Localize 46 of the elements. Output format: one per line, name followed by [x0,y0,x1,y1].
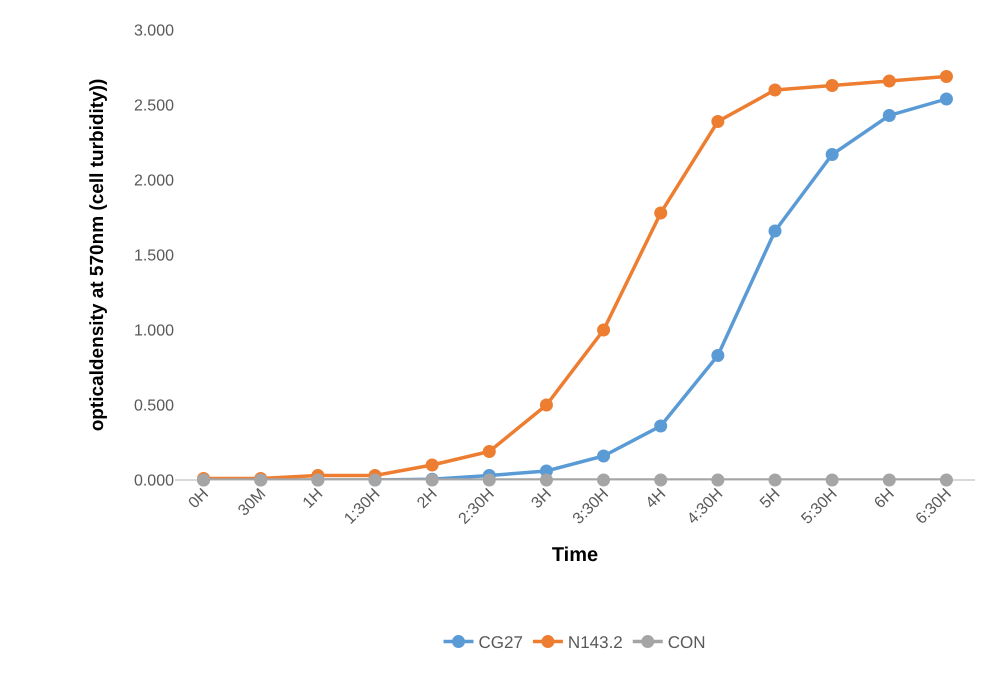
point [940,474,953,486]
point [768,84,782,96]
y-tick-label: 1.500 [134,248,174,265]
point [540,474,553,486]
y-tick-label: 2.000 [134,172,174,190]
x-axis-title: Time [552,544,598,566]
x-tick-label: 2H [414,485,441,512]
x-tick-label: 5H [757,485,784,512]
point [597,450,610,462]
x-tick-label: 30M [235,485,270,520]
legend-label: CG27 [478,633,523,652]
point [826,474,839,486]
point [711,474,724,486]
point [540,398,553,412]
y-tick-label: 0.000 [134,472,174,490]
point [654,474,668,486]
point [597,474,610,486]
legend-label: N143.2 [568,633,623,652]
point [882,74,896,88]
x-tick-label: 6H [871,485,898,512]
point [482,445,496,458]
point [654,420,668,432]
point [711,349,724,362]
point [597,324,610,336]
point [711,115,724,128]
point [940,92,953,106]
y-tick-label: 1.000 [134,322,174,340]
x-tick-label: 1H [300,485,326,512]
point [826,79,839,92]
point [882,474,896,486]
point [940,70,953,83]
x-tick-label: 4H [642,485,670,512]
point [426,458,439,472]
point [482,474,496,486]
y-tick-label: 2.500 [134,98,174,115]
point [882,109,896,122]
point [768,224,782,238]
legend-label: CON [668,633,706,652]
y-tick-label: 3.000 [134,22,174,40]
x-tick-label: 3H [528,485,555,512]
point [768,474,782,486]
point [826,148,839,161]
point [654,206,668,220]
y-tick-label: 0.500 [134,398,174,415]
y-axis-title: opticaldensity at 570nm (cell turbidity)) [86,78,108,432]
x-tick-label: 0H [186,485,212,512]
